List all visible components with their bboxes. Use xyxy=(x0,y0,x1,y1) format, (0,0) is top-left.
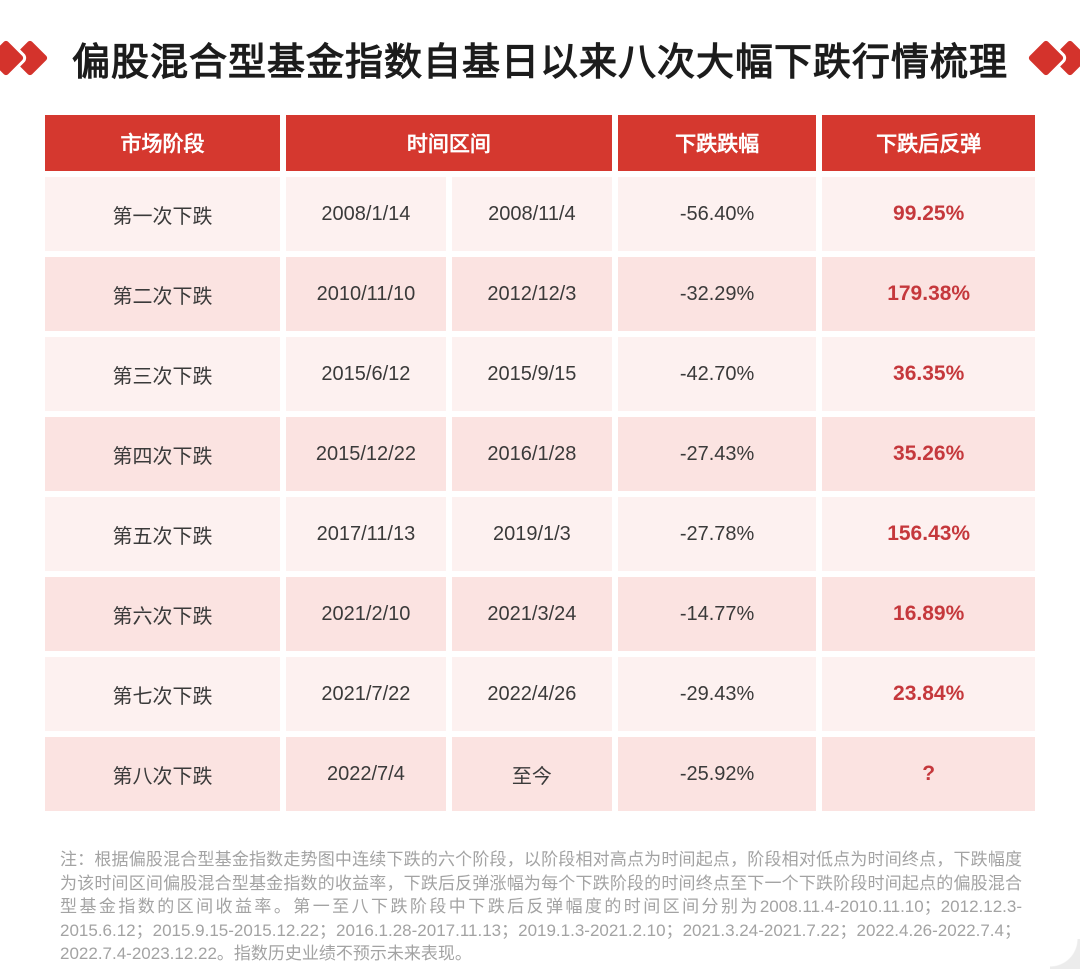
stage-cell: 第三次下跌 xyxy=(45,337,280,411)
rebound-cell: 99.25% xyxy=(822,177,1035,251)
stage-cell: 第六次下跌 xyxy=(45,577,280,651)
drawdown-cell: -27.43% xyxy=(617,417,817,491)
table-body: 第一次下跌 2008/1/14 2008/11/4 -56.40% 99.25%… xyxy=(45,177,1035,811)
page-title: 偏股混合型基金指数自基日以来八次大幅下跌行情梳理 xyxy=(72,41,1009,84)
start-date-cell: 2008/1/14 xyxy=(285,177,446,251)
stage-cell: 第二次下跌 xyxy=(45,257,280,331)
drawdown-cell: -29.43% xyxy=(617,657,817,731)
table-row: 第五次下跌 2017/11/13 2019/1/3 -27.78% 156.43… xyxy=(45,497,1035,571)
end-date-cell: 2012/12/3 xyxy=(451,257,612,331)
table-header-row: 市场阶段 时间区间 下跌跌幅 下跌后反弹 xyxy=(45,115,1035,171)
end-date-cell: 2016/1/28 xyxy=(451,417,612,491)
header-period: 时间区间 xyxy=(285,115,612,171)
start-date-cell: 2015/12/22 xyxy=(285,417,446,491)
diamond-shape xyxy=(0,39,25,77)
end-date-cell: 2008/11/4 xyxy=(451,177,612,251)
header-rebound: 下跌后反弹 xyxy=(822,115,1035,171)
end-date-cell: 2015/9/15 xyxy=(451,337,612,411)
rebound-cell: 156.43% xyxy=(822,497,1035,571)
table-row: 第三次下跌 2015/6/12 2015/9/15 -42.70% 36.35% xyxy=(45,337,1035,411)
drawdown-cell: -42.70% xyxy=(617,337,817,411)
title-bar: 偏股混合型基金指数自基日以来八次大幅下跌行情梳理 xyxy=(0,0,1080,86)
double-diamond-left-icon xyxy=(0,37,52,79)
header-stage: 市场阶段 xyxy=(45,115,280,171)
diamond-shape xyxy=(1027,39,1065,77)
stage-cell: 第一次下跌 xyxy=(45,177,280,251)
drawdown-cell: -56.40% xyxy=(617,177,817,251)
drawdown-cell: -14.77% xyxy=(617,577,817,651)
stage-cell: 第八次下跌 xyxy=(45,737,280,811)
rebound-cell: 36.35% xyxy=(822,337,1035,411)
start-date-cell: 2015/6/12 xyxy=(285,337,446,411)
start-date-cell: 2021/7/22 xyxy=(285,657,446,731)
start-date-cell: 2022/7/4 xyxy=(285,737,446,811)
card-corner-decoration xyxy=(1050,939,1080,969)
table-row: 第七次下跌 2021/7/22 2022/4/26 -29.43% 23.84% xyxy=(45,657,1035,731)
table-row: 第四次下跌 2015/12/22 2016/1/28 -27.43% 35.26… xyxy=(45,417,1035,491)
stage-cell: 第五次下跌 xyxy=(45,497,280,571)
stage-cell: 第七次下跌 xyxy=(45,657,280,731)
rebound-cell: ? xyxy=(822,737,1035,811)
start-date-cell: 2021/2/10 xyxy=(285,577,446,651)
drawdown-cell: -25.92% xyxy=(617,737,817,811)
table-header: 市场阶段 时间区间 下跌跌幅 下跌后反弹 xyxy=(45,115,1035,171)
table-row: 第二次下跌 2010/11/10 2012/12/3 -32.29% 179.3… xyxy=(45,257,1035,331)
rebound-cell: 23.84% xyxy=(822,657,1035,731)
start-date-cell: 2017/11/13 xyxy=(285,497,446,571)
end-date-cell: 2021/3/24 xyxy=(451,577,612,651)
drawdown-table: 市场阶段 时间区间 下跌跌幅 下跌后反弹 第一次下跌 2008/1/14 200… xyxy=(39,109,1041,817)
table-row: 第八次下跌 2022/7/4 至今 -25.92% ? xyxy=(45,737,1035,811)
footnote: 注：根据偏股混合型基金指数走势图中连续下跌的六个阶段，以阶段相对高点为时间起点，… xyxy=(60,850,1022,964)
header-drawdown: 下跌跌幅 xyxy=(617,115,817,171)
end-date-cell: 至今 xyxy=(451,737,612,811)
start-date-cell: 2010/11/10 xyxy=(285,257,446,331)
end-date-cell: 2019/1/3 xyxy=(451,497,612,571)
stage-cell: 第四次下跌 xyxy=(45,417,280,491)
drawdown-cell: -32.29% xyxy=(617,257,817,331)
rebound-cell: 35.26% xyxy=(822,417,1035,491)
drawdown-cell: -27.78% xyxy=(617,497,817,571)
double-diamond-right-icon xyxy=(1027,37,1080,79)
end-date-cell: 2022/4/26 xyxy=(451,657,612,731)
table-row: 第六次下跌 2021/2/10 2021/3/24 -14.77% 16.89% xyxy=(45,577,1035,651)
rebound-cell: 179.38% xyxy=(822,257,1035,331)
rebound-cell: 16.89% xyxy=(822,577,1035,651)
table-row: 第一次下跌 2008/1/14 2008/11/4 -56.40% 99.25% xyxy=(45,177,1035,251)
